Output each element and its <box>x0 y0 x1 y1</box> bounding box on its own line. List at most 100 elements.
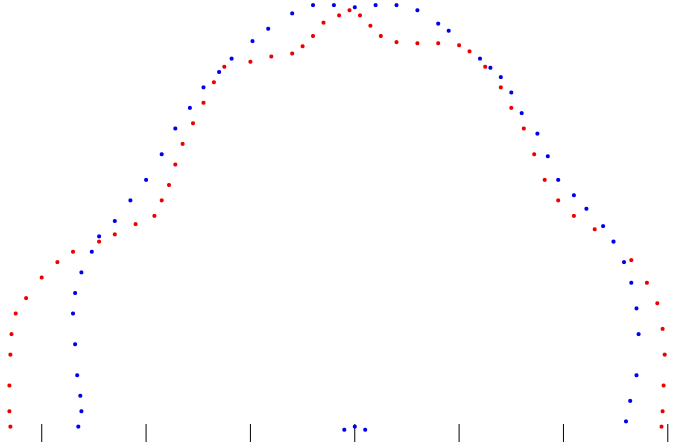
series-0-point-0 <box>76 424 81 429</box>
series-1-point-5 <box>13 311 18 316</box>
series-1-point-41 <box>521 126 526 131</box>
series-0-point-12 <box>144 177 149 182</box>
series-0-point-11 <box>128 198 133 203</box>
series-0-point-35 <box>535 131 540 136</box>
series-0-point-51 <box>363 427 368 432</box>
series-0-point-34 <box>519 111 524 116</box>
plot-points <box>7 3 667 432</box>
series-0-point-7 <box>79 270 84 275</box>
series-0-point-49 <box>342 427 347 432</box>
series-0-point-46 <box>634 373 639 378</box>
series-0-point-3 <box>75 373 80 378</box>
series-0-point-22 <box>311 3 315 8</box>
series-1-point-1 <box>7 409 12 414</box>
series-1-point-36 <box>457 43 462 48</box>
series-1-point-4 <box>9 332 14 337</box>
series-0-point-50 <box>352 424 357 429</box>
series-0-point-13 <box>159 152 164 157</box>
series-0-point-44 <box>634 306 639 311</box>
series-0-point-24 <box>352 5 357 10</box>
series-0-point-32 <box>498 75 503 80</box>
series-1-point-48 <box>629 258 634 263</box>
series-1-point-13 <box>152 213 157 218</box>
series-0-point-20 <box>266 26 271 31</box>
series-1-point-26 <box>311 34 315 38</box>
series-1-point-15 <box>167 183 171 187</box>
series-0-point-30 <box>478 56 482 61</box>
series-0-point-9 <box>97 234 102 239</box>
series-0-point-41 <box>611 239 616 244</box>
series-0-point-43 <box>629 280 634 285</box>
series-0-point-16 <box>201 85 206 90</box>
series-0-point-40 <box>601 224 606 229</box>
series-1-point-21 <box>222 64 227 69</box>
series-1-point-3 <box>8 352 13 357</box>
series-1-point-24 <box>290 51 295 56</box>
series-1-point-18 <box>191 121 195 126</box>
series-0-point-37 <box>556 177 561 182</box>
series-1-point-28 <box>337 13 342 18</box>
series-1-point-33 <box>394 40 399 45</box>
series-1-point-11 <box>112 232 117 237</box>
series-0-point-48 <box>624 419 628 424</box>
series-1-point-42 <box>532 152 537 157</box>
series-0-point-21 <box>290 11 295 16</box>
series-0-point-1 <box>79 409 84 414</box>
series-0-point-18 <box>229 56 234 61</box>
series-1-point-19 <box>201 100 206 105</box>
series-0-point-39 <box>584 206 589 211</box>
series-0-point-23 <box>331 3 336 8</box>
series-1-point-50 <box>655 301 660 306</box>
series-0-point-10 <box>112 219 117 223</box>
series-0-point-38 <box>571 193 576 198</box>
series-1-point-32 <box>378 34 383 38</box>
series-1-point-29 <box>347 8 352 13</box>
series-1-point-49 <box>644 280 649 285</box>
series-0-point-17 <box>217 70 222 74</box>
series-1-point-30 <box>358 13 362 18</box>
series-0-point-5 <box>71 311 75 316</box>
series-1-point-45 <box>571 213 576 218</box>
series-1-point-20 <box>211 80 216 85</box>
series-0-point-6 <box>73 291 78 295</box>
series-1-point-35 <box>436 41 441 46</box>
series-1-point-8 <box>55 260 60 265</box>
series-1-point-40 <box>509 105 514 110</box>
series-1-point-0 <box>8 424 13 429</box>
series-1-point-51 <box>660 326 665 331</box>
series-0-point-45 <box>636 332 641 337</box>
series-0-point-42 <box>622 260 626 265</box>
series-0-point-47 <box>628 398 633 403</box>
series-1-point-39 <box>498 85 503 90</box>
series-1-point-25 <box>300 44 305 49</box>
series-1-point-34 <box>415 41 420 46</box>
series-1-point-54 <box>660 409 665 414</box>
series-1-point-46 <box>592 227 597 232</box>
series-0-point-8 <box>89 249 94 254</box>
series-1-point-9 <box>71 249 75 254</box>
series-0-point-33 <box>509 90 514 95</box>
series-1-point-38 <box>483 64 488 69</box>
series-0-point-4 <box>73 342 78 347</box>
series-1-point-55 <box>659 424 664 429</box>
series-0-point-28 <box>436 21 441 26</box>
series-1-point-52 <box>662 352 667 357</box>
series-0-point-15 <box>187 105 192 110</box>
series-1-point-53 <box>661 383 666 388</box>
series-0-point-26 <box>394 3 399 8</box>
series-1-point-37 <box>467 49 472 54</box>
series-0-point-19 <box>250 39 255 44</box>
series-0-point-14 <box>173 126 178 131</box>
series-0-point-29 <box>446 28 451 33</box>
series-1-point-6 <box>24 296 29 301</box>
series-1-point-17 <box>180 141 185 146</box>
series-1-point-10 <box>97 239 102 244</box>
series-1-point-2 <box>7 383 12 388</box>
series-1-point-23 <box>269 54 274 59</box>
series-1-point-27 <box>321 20 326 25</box>
series-1-point-44 <box>556 198 561 203</box>
series-1-point-31 <box>368 23 373 28</box>
series-0-point-25 <box>373 3 378 8</box>
series-0-point-2 <box>78 393 83 398</box>
